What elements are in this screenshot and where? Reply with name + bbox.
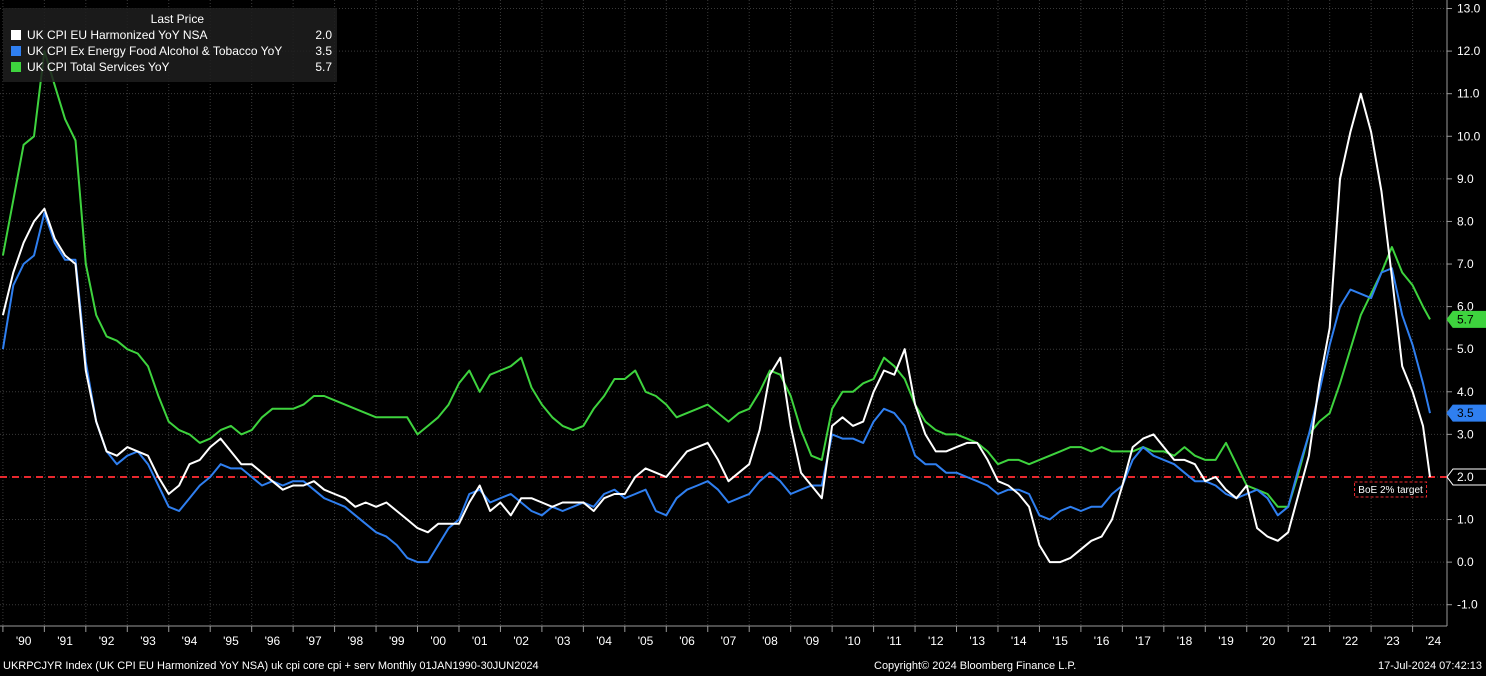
x-tick-label: '05: [638, 634, 654, 648]
boe-target-line: BoE 2% target: [0, 475, 1447, 498]
x-tick-label: '21: [1301, 634, 1317, 648]
legend-item-services: UK CPI Total Services YoY 5.7: [3, 59, 337, 75]
series-lines: [1, 50, 1431, 564]
x-tick-label: '13: [969, 634, 985, 648]
x-tick-label: '24: [1425, 634, 1441, 648]
y-tick-label: 1.0: [1457, 513, 1474, 527]
x-tick-label: '03: [555, 634, 571, 648]
legend-label: UK CPI Total Services YoY: [27, 60, 170, 74]
y-tick-label: 13.0: [1457, 2, 1481, 16]
legend-item-hicp: UK CPI EU Harmonized YoY NSA 2.0: [3, 27, 337, 43]
legend-value: 3.5: [315, 44, 332, 58]
footer-copyright: Copyright© 2024 Bloomberg Finance L.P.: [874, 660, 1077, 672]
x-tick-label: '01: [472, 634, 488, 648]
legend-swatch: [11, 62, 21, 72]
x-tick-label: '04: [596, 634, 612, 648]
legend-swatch: [11, 46, 21, 56]
legend-label: UK CPI Ex Energy Food Alcohol & Tobacco …: [27, 44, 283, 58]
x-tick-label: '92: [99, 634, 115, 648]
x-tick-label: '16: [1094, 634, 1110, 648]
last-value-label: 2.0: [1457, 470, 1474, 484]
services-series-line: [1, 50, 1431, 508]
footer-timestamp: 17-Jul-2024 07:42:13: [1378, 660, 1482, 672]
last-value-labels: 5.7 3.5 2.0: [1446, 310, 1486, 486]
y-tick-label: 7.0: [1457, 257, 1474, 271]
y-axis: -1.0 0.0 1.0 2.0 3.0 4.0 5.0 6.0 7.0 8.0 9.0 10.0 11…: [1446, 0, 1481, 626]
y-tick-label: 9.0: [1457, 172, 1474, 186]
legend: Last Price UK CPI EU Harmonized YoY NSA …: [3, 8, 337, 82]
last-value-label: 5.7: [1457, 312, 1474, 326]
legend-value: 5.7: [315, 60, 332, 74]
y-tick-label: -1.0: [1457, 598, 1478, 612]
legend-header: Last Price: [150, 12, 204, 26]
x-axis: '90 '91 '92 '93 '94 '95 '96 '97 '98 '99 '00 '01 '02 '…: [0, 625, 1447, 648]
x-tick-label: '00: [430, 634, 446, 648]
last-value-box: [1446, 404, 1486, 422]
legend-label: UK CPI EU Harmonized YoY NSA: [27, 28, 208, 42]
reference-label-box: [1354, 481, 1428, 498]
x-tick-label: '14: [1011, 634, 1027, 648]
x-tick-label: '96: [265, 634, 281, 648]
y-tick-label: 6.0: [1457, 300, 1474, 314]
y-tick-label: 0.0: [1457, 555, 1474, 569]
last-value-box: [1446, 310, 1486, 328]
legend-item-core: UK CPI Ex Energy Food Alcohol & Tobacco …: [3, 43, 337, 59]
x-tick-label: '93: [140, 634, 156, 648]
x-tick-label: '20: [1260, 634, 1276, 648]
last-value-label: 3.5: [1457, 406, 1474, 420]
x-tick-label: '02: [513, 634, 529, 648]
y-tick-label: 4.0: [1457, 385, 1474, 399]
x-tick-label: '98: [348, 634, 364, 648]
hicp-series-line: [1, 92, 1431, 564]
x-tick-label: '08: [762, 634, 778, 648]
x-tick-label: '18: [1177, 634, 1193, 648]
x-tick-label: '17: [1135, 634, 1151, 648]
footer-ticker-info: UKRPCJYR Index (UK CPI EU Harmonized YoY…: [3, 660, 539, 672]
x-tick-label: '07: [721, 634, 737, 648]
legend-swatch: [11, 30, 21, 40]
y-tick-label: 12.0: [1457, 44, 1481, 58]
x-tick-label: '15: [1052, 634, 1068, 648]
x-tick-label: '22: [1343, 634, 1359, 648]
x-tick-label: '10: [845, 634, 861, 648]
core-series-line: [1, 211, 1431, 564]
gridlines: [0, 0, 1447, 626]
x-tick-label: '97: [306, 634, 322, 648]
y-tick-label: 3.0: [1457, 427, 1474, 441]
last-value-box: [1446, 468, 1486, 486]
y-tick-label: 8.0: [1457, 214, 1474, 228]
x-tick-label: '95: [223, 634, 239, 648]
y-tick-label: 10.0: [1457, 129, 1481, 143]
x-tick-label: '11: [887, 634, 902, 648]
x-tick-label: '91: [57, 634, 73, 648]
x-tick-label: '19: [1218, 634, 1234, 648]
reference-label: BoE 2% target: [1358, 485, 1423, 496]
x-tick-label: '23: [1384, 634, 1400, 648]
legend-value: 2.0: [315, 28, 332, 42]
x-tick-label: '06: [679, 634, 695, 648]
x-tick-label: '12: [928, 634, 944, 648]
x-tick-label: '90: [16, 634, 32, 648]
y-tick-label: 5.0: [1457, 342, 1474, 356]
x-tick-label: '99: [389, 634, 405, 648]
y-tick-label: 11.0: [1457, 87, 1480, 101]
x-tick-label: '09: [804, 634, 820, 648]
x-tick-label: '94: [182, 634, 198, 648]
